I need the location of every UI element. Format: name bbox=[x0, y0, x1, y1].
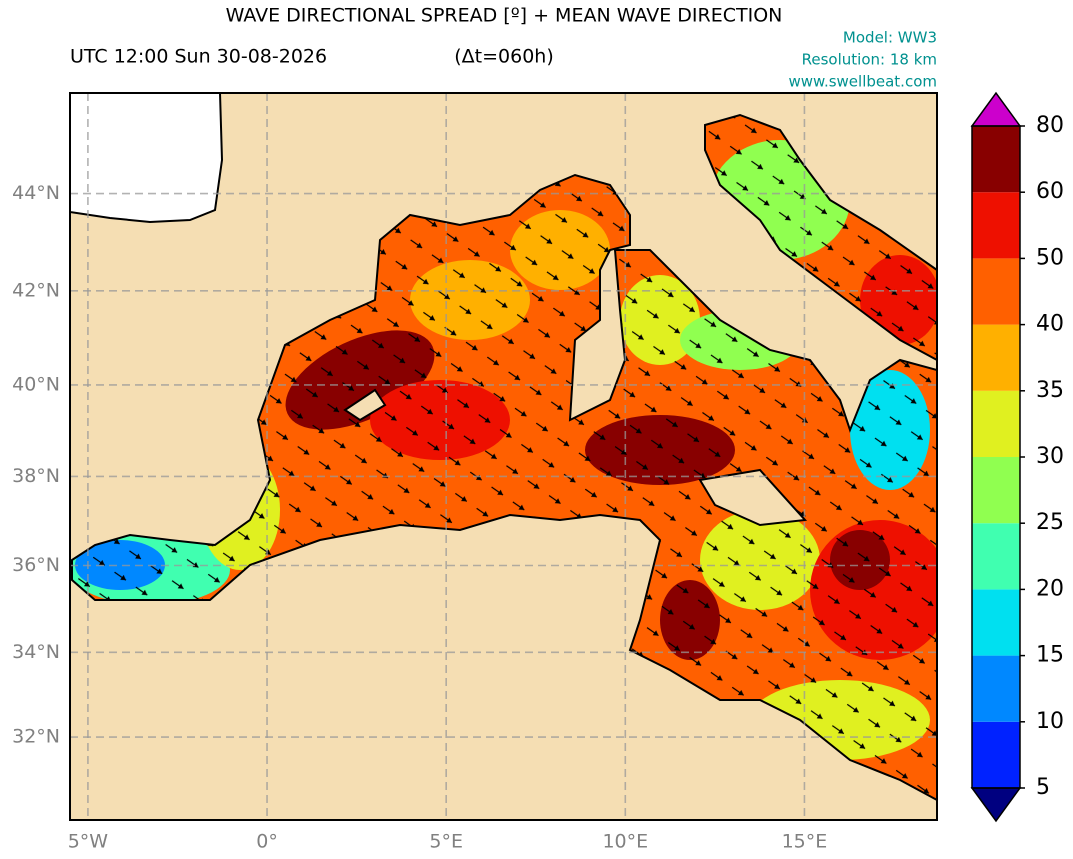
colorbar-label: 40 bbox=[1036, 312, 1064, 337]
title: WAVE DIRECTIONAL SPREAD [º] + MEAN WAVE … bbox=[226, 5, 783, 27]
balearic bbox=[343, 388, 387, 422]
colorbar-band bbox=[972, 457, 1020, 524]
valid-time: UTC 12:00 Sun 30-08-2026 bbox=[70, 46, 327, 68]
y-tick-label: 44°N bbox=[12, 182, 60, 204]
colorbar-label: 60 bbox=[1036, 179, 1064, 204]
y-tick-label: 36°N bbox=[12, 554, 60, 576]
colorbar-label: 10 bbox=[1036, 709, 1064, 734]
colorbar-label: 80 bbox=[1036, 113, 1064, 138]
colorbar-band bbox=[972, 390, 1020, 457]
colorbar-band bbox=[972, 324, 1020, 391]
colorbar-band bbox=[972, 589, 1020, 656]
colorbar-under bbox=[970, 787, 1022, 823]
y-tick-label: 32°N bbox=[12, 726, 60, 748]
map bbox=[70, 93, 937, 820]
colorbar-band bbox=[972, 523, 1020, 590]
colorbar-band bbox=[972, 655, 1020, 722]
colorbar-label: 30 bbox=[1036, 444, 1064, 469]
x-tick-label: 15°E bbox=[782, 831, 828, 853]
lead-time: (Δt=060h) bbox=[454, 46, 554, 68]
x-tick-label: 0° bbox=[256, 831, 278, 853]
y-tick-label: 42°N bbox=[12, 279, 60, 301]
website: www.swellbeat.com bbox=[789, 73, 937, 91]
x-tick-label: 5°E bbox=[429, 831, 463, 853]
model: Model: WW3 bbox=[843, 29, 937, 47]
y-tick-label: 38°N bbox=[12, 465, 60, 487]
y-tick-label: 34°N bbox=[12, 641, 60, 663]
colorbar: 5 10 15 20 25 30 35 40 50 60 80 bbox=[970, 91, 1064, 823]
frame bbox=[69, 92, 938, 821]
graticule bbox=[70, 93, 937, 820]
y-tick-label: 40°N bbox=[12, 373, 60, 395]
colorbar-over bbox=[970, 91, 1022, 127]
sicily bbox=[698, 468, 808, 527]
colorbar-label: 35 bbox=[1036, 378, 1064, 403]
colorbar-band bbox=[972, 721, 1020, 788]
x-tick-label: 10°E bbox=[602, 831, 648, 853]
no-data-area bbox=[70, 93, 224, 224]
colorbar-label: 25 bbox=[1036, 510, 1064, 535]
colorbar-band bbox=[972, 192, 1020, 259]
colorbar-band bbox=[972, 258, 1020, 325]
colorbar-label: 20 bbox=[1036, 576, 1064, 601]
resolution: Resolution: 18 km bbox=[802, 51, 937, 69]
colorbar-label: 15 bbox=[1036, 643, 1064, 668]
colorbar-label: 5 bbox=[1036, 775, 1050, 800]
colorbar-band bbox=[972, 126, 1020, 193]
colorbar-label: 50 bbox=[1036, 245, 1064, 270]
x-tick-label: 5°W bbox=[68, 831, 109, 853]
